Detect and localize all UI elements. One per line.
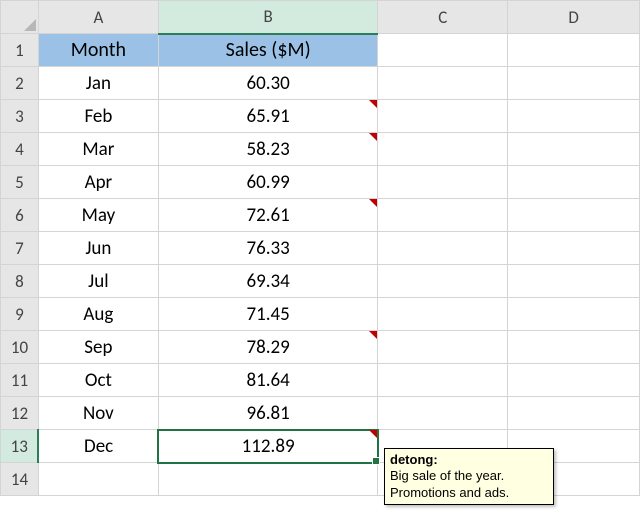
cell-a14[interactable]	[38, 463, 158, 496]
cell-b7[interactable]: 76.33	[158, 232, 378, 265]
cell-b6[interactable]: 72.61	[158, 199, 378, 232]
cell-c2[interactable]	[378, 67, 508, 100]
cell-d3[interactable]	[508, 100, 640, 133]
cell-d5[interactable]	[508, 166, 640, 199]
comment-popup: detong: Big sale of the year. Promotions…	[384, 448, 554, 505]
cell-b3[interactable]: 65.91	[158, 100, 378, 133]
cell-b10[interactable]: 78.29	[158, 331, 378, 364]
col-header-c[interactable]: C	[378, 1, 508, 34]
select-all-corner[interactable]	[1, 1, 39, 34]
cell-c3[interactable]	[378, 100, 508, 133]
cell-b4[interactable]: 58.23	[158, 133, 378, 166]
cell-b2[interactable]: 60.30	[158, 67, 378, 100]
cell-c9[interactable]	[378, 298, 508, 331]
cell-b1[interactable]: Sales ($M)	[158, 34, 378, 67]
cell-a3[interactable]: Feb	[38, 100, 158, 133]
comment-indicator-icon[interactable]	[369, 199, 377, 207]
cell-b14[interactable]	[158, 463, 378, 496]
row-header-4[interactable]: 4	[1, 133, 39, 166]
cell-b9[interactable]: 71.45	[158, 298, 378, 331]
row-header-11[interactable]: 11	[1, 364, 39, 397]
cell-d12[interactable]	[508, 397, 640, 430]
cell-d8[interactable]	[508, 265, 640, 298]
row-header-10[interactable]: 10	[1, 331, 39, 364]
cell-c12[interactable]	[378, 397, 508, 430]
cell-c11[interactable]	[378, 364, 508, 397]
cell-a8[interactable]: Jul	[38, 265, 158, 298]
cell-b11[interactable]: 81.64	[158, 364, 378, 397]
cell-a10[interactable]: Sep	[38, 331, 158, 364]
comment-indicator-icon[interactable]	[369, 133, 377, 141]
comment-indicator-icon[interactable]	[369, 331, 377, 339]
cell-c8[interactable]	[378, 265, 508, 298]
row-header-5[interactable]: 5	[1, 166, 39, 199]
row-header-9[interactable]: 9	[1, 298, 39, 331]
row-header-2[interactable]: 2	[1, 67, 39, 100]
row-header-1[interactable]: 1	[1, 34, 39, 67]
cell-d4[interactable]	[508, 133, 640, 166]
cell-d10[interactable]	[508, 331, 640, 364]
spreadsheet-grid[interactable]: A B C D 1 Month Sales ($M) 2 Jan 60.30 3…	[0, 0, 640, 496]
row-header-14[interactable]: 14	[1, 463, 39, 496]
cell-a4[interactable]: Mar	[38, 133, 158, 166]
cell-b8[interactable]: 69.34	[158, 265, 378, 298]
cell-d1[interactable]	[508, 34, 640, 67]
cell-c5[interactable]	[378, 166, 508, 199]
cell-a7[interactable]: Jun	[38, 232, 158, 265]
col-header-d[interactable]: D	[508, 1, 640, 34]
row-header-3[interactable]: 3	[1, 100, 39, 133]
cell-d9[interactable]	[508, 298, 640, 331]
row-header-12[interactable]: 12	[1, 397, 39, 430]
cell-a11[interactable]: Oct	[38, 364, 158, 397]
cell-d2[interactable]	[508, 67, 640, 100]
cell-a1[interactable]: Month	[38, 34, 158, 67]
cell-d11[interactable]	[508, 364, 640, 397]
cell-a13[interactable]: Dec	[38, 430, 158, 463]
comment-indicator-icon[interactable]	[369, 100, 377, 108]
row-header-7[interactable]: 7	[1, 232, 39, 265]
comment-line2: Promotions and ads.	[390, 485, 509, 500]
cell-b12[interactable]: 96.81	[158, 397, 378, 430]
cell-c1[interactable]	[378, 34, 508, 67]
cell-c6[interactable]	[378, 199, 508, 232]
cell-c10[interactable]	[378, 331, 508, 364]
cell-a2[interactable]: Jan	[38, 67, 158, 100]
col-header-a[interactable]: A	[38, 1, 158, 34]
cell-c4[interactable]	[378, 133, 508, 166]
cell-a5[interactable]: Apr	[38, 166, 158, 199]
cell-a6[interactable]: May	[38, 199, 158, 232]
cell-d6[interactable]	[508, 199, 640, 232]
cell-a9[interactable]: Aug	[38, 298, 158, 331]
comment-indicator-icon[interactable]	[369, 430, 377, 438]
col-header-b[interactable]: B	[158, 1, 378, 34]
cell-b5[interactable]: 60.99	[158, 166, 378, 199]
comment-line1: Big sale of the year.	[390, 468, 504, 483]
row-header-13[interactable]: 13	[1, 430, 39, 463]
cell-c7[interactable]	[378, 232, 508, 265]
cell-b13[interactable]: 112.89	[158, 430, 378, 463]
row-header-8[interactable]: 8	[1, 265, 39, 298]
cell-d7[interactable]	[508, 232, 640, 265]
comment-author: detong:	[390, 452, 438, 467]
row-header-6[interactable]: 6	[1, 199, 39, 232]
cell-a12[interactable]: Nov	[38, 397, 158, 430]
